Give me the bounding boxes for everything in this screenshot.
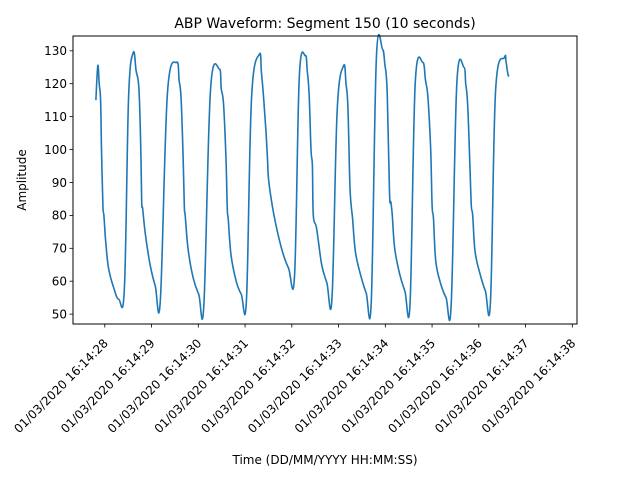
y-axis: 50 60 70 80 90 100 110 120 130 xyxy=(44,44,73,321)
x-axis-label: Time (DD/MM/YYYY HH:MM:SS) xyxy=(231,453,417,467)
y-tick-label: 70 xyxy=(52,242,67,256)
y-tick-label: 100 xyxy=(44,143,67,157)
y-tick-label: 110 xyxy=(44,110,67,124)
chart-title: ABP Waveform: Segment 150 (10 seconds) xyxy=(174,16,475,32)
plot-area xyxy=(95,33,510,322)
plot-frame xyxy=(72,35,578,325)
abp-series-line xyxy=(95,33,510,322)
y-tick-label: 130 xyxy=(44,44,67,58)
y-tick-label: 90 xyxy=(52,176,67,190)
y-tick-label: 120 xyxy=(44,77,67,91)
y-tick-label: 60 xyxy=(52,275,67,289)
y-axis-label: Amplitude xyxy=(15,149,29,211)
y-tick-label: 80 xyxy=(52,209,67,223)
y-tick-label: 50 xyxy=(52,307,67,321)
